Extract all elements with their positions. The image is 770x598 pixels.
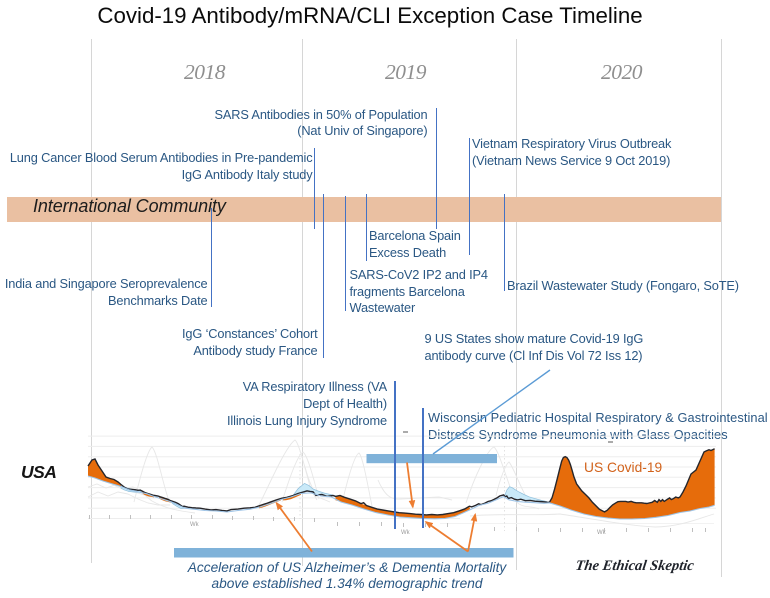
svg-text:Wk: Wk xyxy=(597,530,607,536)
svg-text:Wk: Wk xyxy=(190,522,200,528)
svg-text:The Ethical Skeptic: The Ethical Skeptic xyxy=(574,558,695,574)
svg-text:Wk: Wk xyxy=(401,530,411,536)
